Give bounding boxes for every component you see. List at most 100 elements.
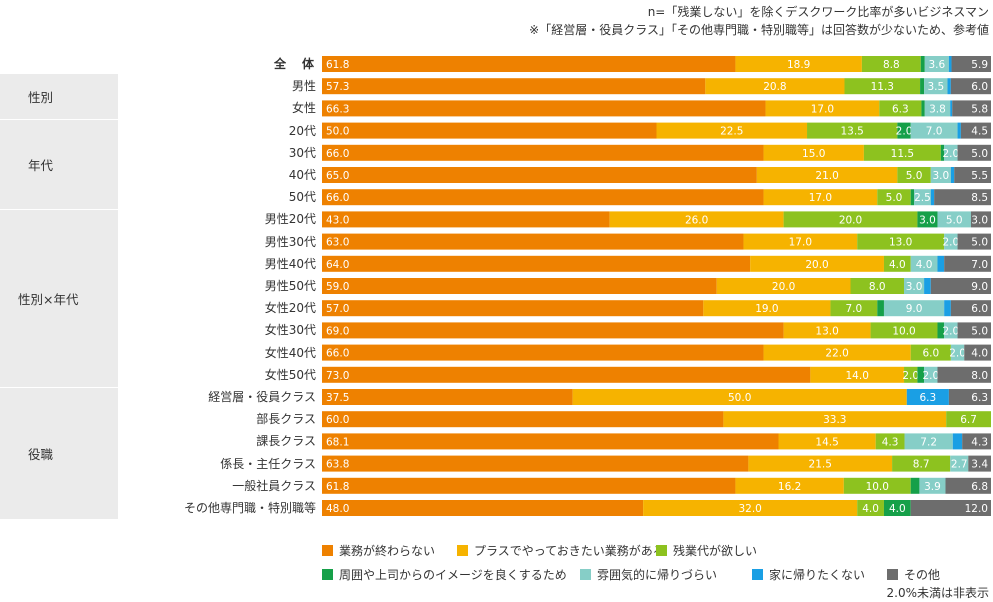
- bar-segment: [322, 100, 766, 117]
- legend-item: 周囲や上司からのイメージを良くするため: [322, 566, 567, 583]
- bar-segment: [843, 477, 911, 494]
- bar-segment: [950, 100, 953, 117]
- data-label: 43.0: [326, 214, 349, 226]
- legend-label: 業務が終わらない: [339, 544, 436, 558]
- data-label: 63.8: [326, 459, 349, 471]
- bar-segment: [930, 189, 935, 206]
- data-label: 5.0: [886, 192, 903, 204]
- data-label: 10.0: [892, 325, 915, 337]
- data-label: 68.1: [326, 436, 349, 448]
- data-label: 2.0: [949, 348, 966, 360]
- legend-item: 業務が終わらない: [322, 542, 435, 559]
- bar-segment: [920, 56, 925, 72]
- data-label: 65.0: [326, 170, 349, 182]
- data-label: 32.0: [738, 503, 761, 515]
- legend-label: 家に帰りたくない: [769, 568, 866, 582]
- group-age: 年代: [0, 120, 118, 209]
- legend-item: プラスでやっておきたい業務がある: [457, 542, 665, 559]
- bar-segment: [322, 167, 757, 183]
- data-label: 8.8: [883, 59, 900, 71]
- bar-segment: [944, 300, 951, 317]
- bar-segment: [322, 389, 573, 405]
- data-label: 10.0: [866, 481, 889, 493]
- data-label: 4.3: [882, 436, 899, 448]
- data-label: 5.0: [946, 214, 963, 226]
- data-label: 33.3: [823, 414, 846, 426]
- data-label: 6.0: [922, 348, 939, 360]
- data-label: 11.5: [891, 148, 914, 160]
- data-label: 22.0: [825, 348, 848, 360]
- data-label: 2.0: [943, 237, 960, 249]
- data-label: 13.0: [815, 325, 838, 337]
- data-label: 8.0: [869, 281, 886, 293]
- data-label: 13.0: [889, 237, 912, 249]
- bar-segment: [910, 255, 938, 272]
- group-gender-age: 性別×年代: [0, 210, 118, 387]
- row-label: 女性: [291, 101, 316, 116]
- data-label: 4.0: [889, 503, 906, 515]
- row-label: 係長・主任クラス: [220, 456, 316, 471]
- bar-segment: [857, 500, 884, 516]
- bar-segment: [743, 233, 858, 250]
- legend-item: 雰囲気的に帰りづらい: [580, 566, 717, 583]
- data-label: 5.0: [971, 148, 988, 160]
- bar-segment: [322, 278, 717, 294]
- data-label: 3.0: [932, 170, 949, 182]
- data-label: 14.0: [846, 370, 869, 382]
- legend-label: 雰囲気的に帰りづらい: [597, 568, 718, 582]
- bar-segment: [322, 322, 784, 339]
- data-label: 14.5: [815, 436, 838, 448]
- row-label: 男性: [291, 79, 316, 94]
- data-label: 2.0: [902, 370, 919, 382]
- bar-segment: [950, 344, 965, 361]
- bar-segment: [937, 366, 991, 383]
- data-label: 66.3: [326, 103, 349, 115]
- bar-segment: [962, 433, 991, 450]
- bar-segment: [763, 344, 911, 361]
- bar-segment: [910, 500, 991, 516]
- bar-segment: [892, 455, 951, 472]
- row-label: 一般社員クラス: [232, 478, 316, 493]
- bar-segment: [879, 100, 922, 117]
- bar-segment: [904, 278, 925, 294]
- data-label: 60.0: [326, 414, 349, 426]
- bar-segment: [944, 144, 958, 161]
- bar-segment: [924, 56, 949, 72]
- bar-segment: [877, 189, 911, 206]
- bar-segment: [883, 500, 911, 516]
- data-label: 9.0: [971, 281, 988, 293]
- bar-segment: [877, 300, 884, 317]
- data-label: 63.0: [326, 237, 349, 249]
- bar-segment: [948, 56, 952, 72]
- data-label: 5.8: [971, 103, 988, 115]
- data-label: 66.0: [326, 192, 349, 204]
- bar-segment: [921, 100, 925, 117]
- data-label: 17.0: [809, 192, 832, 204]
- data-label: 19.0: [755, 303, 778, 315]
- data-label: 3.8: [929, 103, 946, 115]
- bar-segment: [950, 167, 955, 183]
- data-label: 16.2: [778, 481, 801, 493]
- data-label: 50.0: [326, 126, 349, 138]
- data-label: 57.3: [326, 81, 349, 93]
- bar-segment: [937, 322, 945, 339]
- data-label: 61.8: [326, 481, 349, 493]
- data-label: 20.8: [763, 81, 786, 93]
- data-label: 17.0: [789, 237, 812, 249]
- bar-segment: [964, 344, 991, 361]
- bar-segment: [830, 300, 878, 317]
- data-label: 18.9: [787, 59, 810, 71]
- bar-segment: [924, 278, 931, 294]
- data-label: 7.0: [971, 259, 988, 271]
- bar-segment: [944, 233, 958, 250]
- data-label: 4.3: [971, 436, 988, 448]
- bar-segment: [572, 389, 907, 405]
- bar-segment: [705, 78, 845, 95]
- bar-segment: [904, 366, 918, 383]
- data-label: 50.0: [728, 392, 751, 404]
- legend-swatch: [580, 569, 591, 580]
- bar-segment: [850, 278, 905, 294]
- data-label: 6.0: [971, 303, 988, 315]
- bar-segment: [322, 122, 657, 139]
